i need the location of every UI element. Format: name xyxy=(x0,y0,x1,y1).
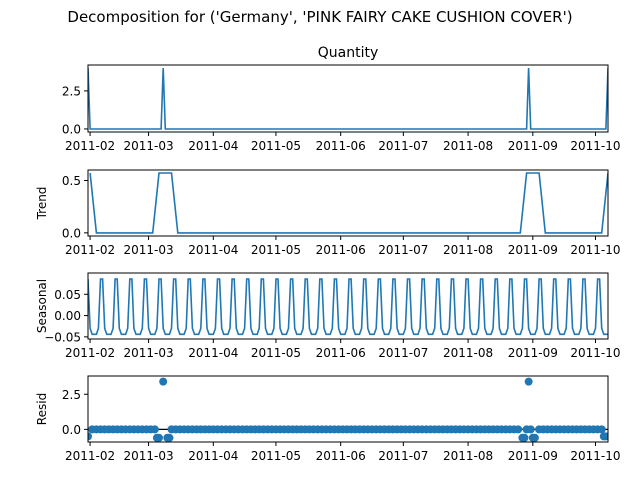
x-tick-label: 2011-06 xyxy=(316,243,366,257)
x-tick-label: 2011-04 xyxy=(188,449,238,463)
series-line xyxy=(89,172,608,234)
resid-point xyxy=(165,433,174,442)
y-axis-label: Seasonal xyxy=(35,279,49,333)
resid-point xyxy=(155,433,164,442)
series-group xyxy=(88,67,608,130)
resid-point xyxy=(524,377,533,386)
y-axis-label: Trend xyxy=(35,187,49,221)
y-tick-label: 0.0 xyxy=(62,226,81,240)
x-tick-label: 2011-06 xyxy=(316,139,366,153)
x-tick-label: 2011-08 xyxy=(443,449,493,463)
y-tick-label: −0.05 xyxy=(44,330,81,344)
y-tick-label: 2.5 xyxy=(62,84,81,98)
x-tick-label: 2011-03 xyxy=(123,449,173,463)
figure-title: Decomposition for ('Germany', 'PINK FAIR… xyxy=(67,8,572,26)
x-tick-label: 2011-02 xyxy=(65,449,115,463)
x-tick-label: 2011-08 xyxy=(443,243,493,257)
panel-title: Quantity xyxy=(318,45,379,61)
x-tick-label: 2011-09 xyxy=(508,243,558,257)
series-group xyxy=(89,172,608,234)
y-tick-label: 0.5 xyxy=(62,174,81,188)
x-tick-label: 2011-09 xyxy=(508,139,558,153)
x-tick-label: 2011-03 xyxy=(123,243,173,257)
resid-point xyxy=(88,432,92,441)
axes-frame xyxy=(87,272,609,340)
x-tick-label: 2011-02 xyxy=(65,346,115,360)
panel-1: Quantity 0.0 2.5 2011-02 2011-03 2011-04 2011-… xyxy=(62,45,621,153)
resid-point xyxy=(520,433,529,442)
x-tick-label: 2011-04 xyxy=(188,243,238,257)
resid-point xyxy=(597,425,606,434)
x-tick-label: 2011-04 xyxy=(188,139,238,153)
series-group xyxy=(88,278,608,336)
resid-point xyxy=(601,432,608,441)
x-tick-label: 2011-05 xyxy=(251,139,301,153)
x-tick-label: 2011-07 xyxy=(378,346,428,360)
resid-point xyxy=(159,377,168,386)
x-tick-label: 2011-09 xyxy=(508,346,558,360)
x-tick-label: 2011-09 xyxy=(508,449,558,463)
panel-2: Trend 0.0 0.5 2011-02 2011-03 2011-04 2011-05 2… xyxy=(35,169,621,257)
x-tick-label: 2011-05 xyxy=(251,243,301,257)
x-tick-label: 2011-10 xyxy=(570,243,620,257)
x-tick-label: 2011-04 xyxy=(188,346,238,360)
x-tick-label: 2011-06 xyxy=(316,346,366,360)
x-tick-label: 2011-03 xyxy=(123,346,173,360)
axes-frame xyxy=(87,375,609,443)
x-tick-label: 2011-06 xyxy=(316,449,366,463)
x-tick-label: 2011-07 xyxy=(378,449,428,463)
x-tick-label: 2011-08 xyxy=(443,346,493,360)
panel-4: Resid 0.0 2.5 2011-02 2011-03 2011-04 2011-05 2… xyxy=(35,375,621,463)
y-tick-label: 2.5 xyxy=(62,388,81,402)
series-line xyxy=(88,278,608,336)
x-tick-label: 2011-05 xyxy=(251,449,301,463)
series-group xyxy=(88,377,608,442)
x-tick-label: 2011-07 xyxy=(378,139,428,153)
panel-3: Seasonal−0.05 0.00 0.05 2011-02 2011-03 2011-… xyxy=(35,272,621,360)
resid-point xyxy=(514,425,523,434)
x-tick-label: 2011-10 xyxy=(570,139,620,153)
x-tick-label: 2011-08 xyxy=(443,139,493,153)
resid-point xyxy=(530,433,539,442)
x-tick-label: 2011-07 xyxy=(378,243,428,257)
x-tick-label: 2011-03 xyxy=(123,139,173,153)
x-tick-label: 2011-10 xyxy=(570,346,620,360)
axes-frame xyxy=(87,64,609,133)
x-tick-label: 2011-02 xyxy=(65,243,115,257)
x-tick-label: 2011-10 xyxy=(570,449,620,463)
y-tick-label: 0.0 xyxy=(62,423,81,437)
y-tick-label: 0.0 xyxy=(62,122,81,136)
series-line xyxy=(88,67,608,130)
x-tick-label: 2011-05 xyxy=(251,346,301,360)
y-tick-label: 0.05 xyxy=(54,288,81,302)
resid-point xyxy=(526,425,535,434)
y-axis-label: Resid xyxy=(35,393,49,425)
y-tick-label: 0.00 xyxy=(54,309,81,323)
resid-point xyxy=(150,425,159,434)
axes-frame xyxy=(87,169,609,237)
x-tick-label: 2011-02 xyxy=(65,139,115,153)
